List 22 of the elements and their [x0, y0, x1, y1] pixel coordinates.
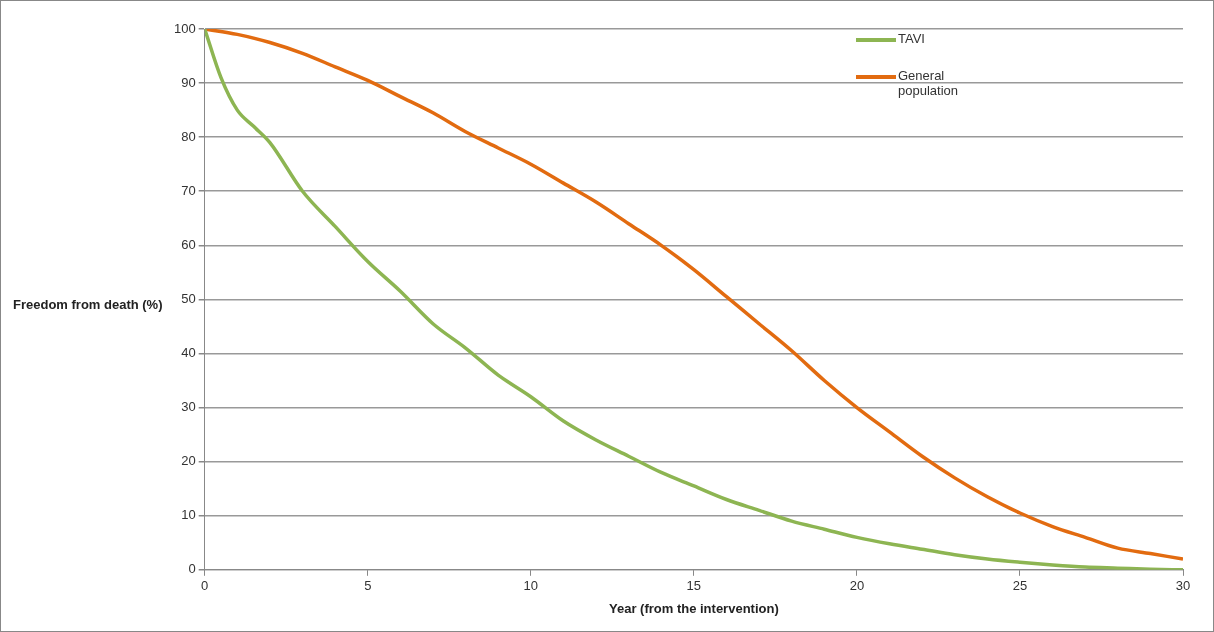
- x-tick-label: 5: [364, 578, 372, 594]
- y-tick-label: 0: [188, 561, 196, 577]
- y-tick-label: 70: [181, 182, 196, 198]
- legend-label: TAVI: [898, 31, 926, 46]
- y-tick-label: 80: [181, 128, 196, 144]
- legend-label: General population: [898, 68, 959, 98]
- y-tick-label: 40: [181, 345, 196, 361]
- y-tick-label: 20: [181, 453, 196, 469]
- x-tick-label: 30: [1175, 578, 1191, 594]
- x-tick-label: 10: [523, 578, 539, 594]
- y-tick-label: 50: [181, 290, 196, 306]
- x-axis-title: Year (from the intervention): [608, 600, 779, 616]
- y-tick-label: 30: [181, 399, 196, 415]
- x-tick-label: 0: [201, 578, 209, 594]
- y-tick-label: 10: [181, 507, 196, 523]
- x-tick-label: 25: [1012, 578, 1028, 594]
- y-tick-label: 60: [181, 236, 196, 252]
- x-tick-label: 15: [686, 578, 702, 594]
- y-tick-label: 90: [181, 74, 196, 90]
- y-axis-title: Freedom from death (%): [13, 297, 163, 312]
- y-tick-label: 100: [173, 20, 196, 36]
- x-tick-label: 20: [849, 578, 865, 594]
